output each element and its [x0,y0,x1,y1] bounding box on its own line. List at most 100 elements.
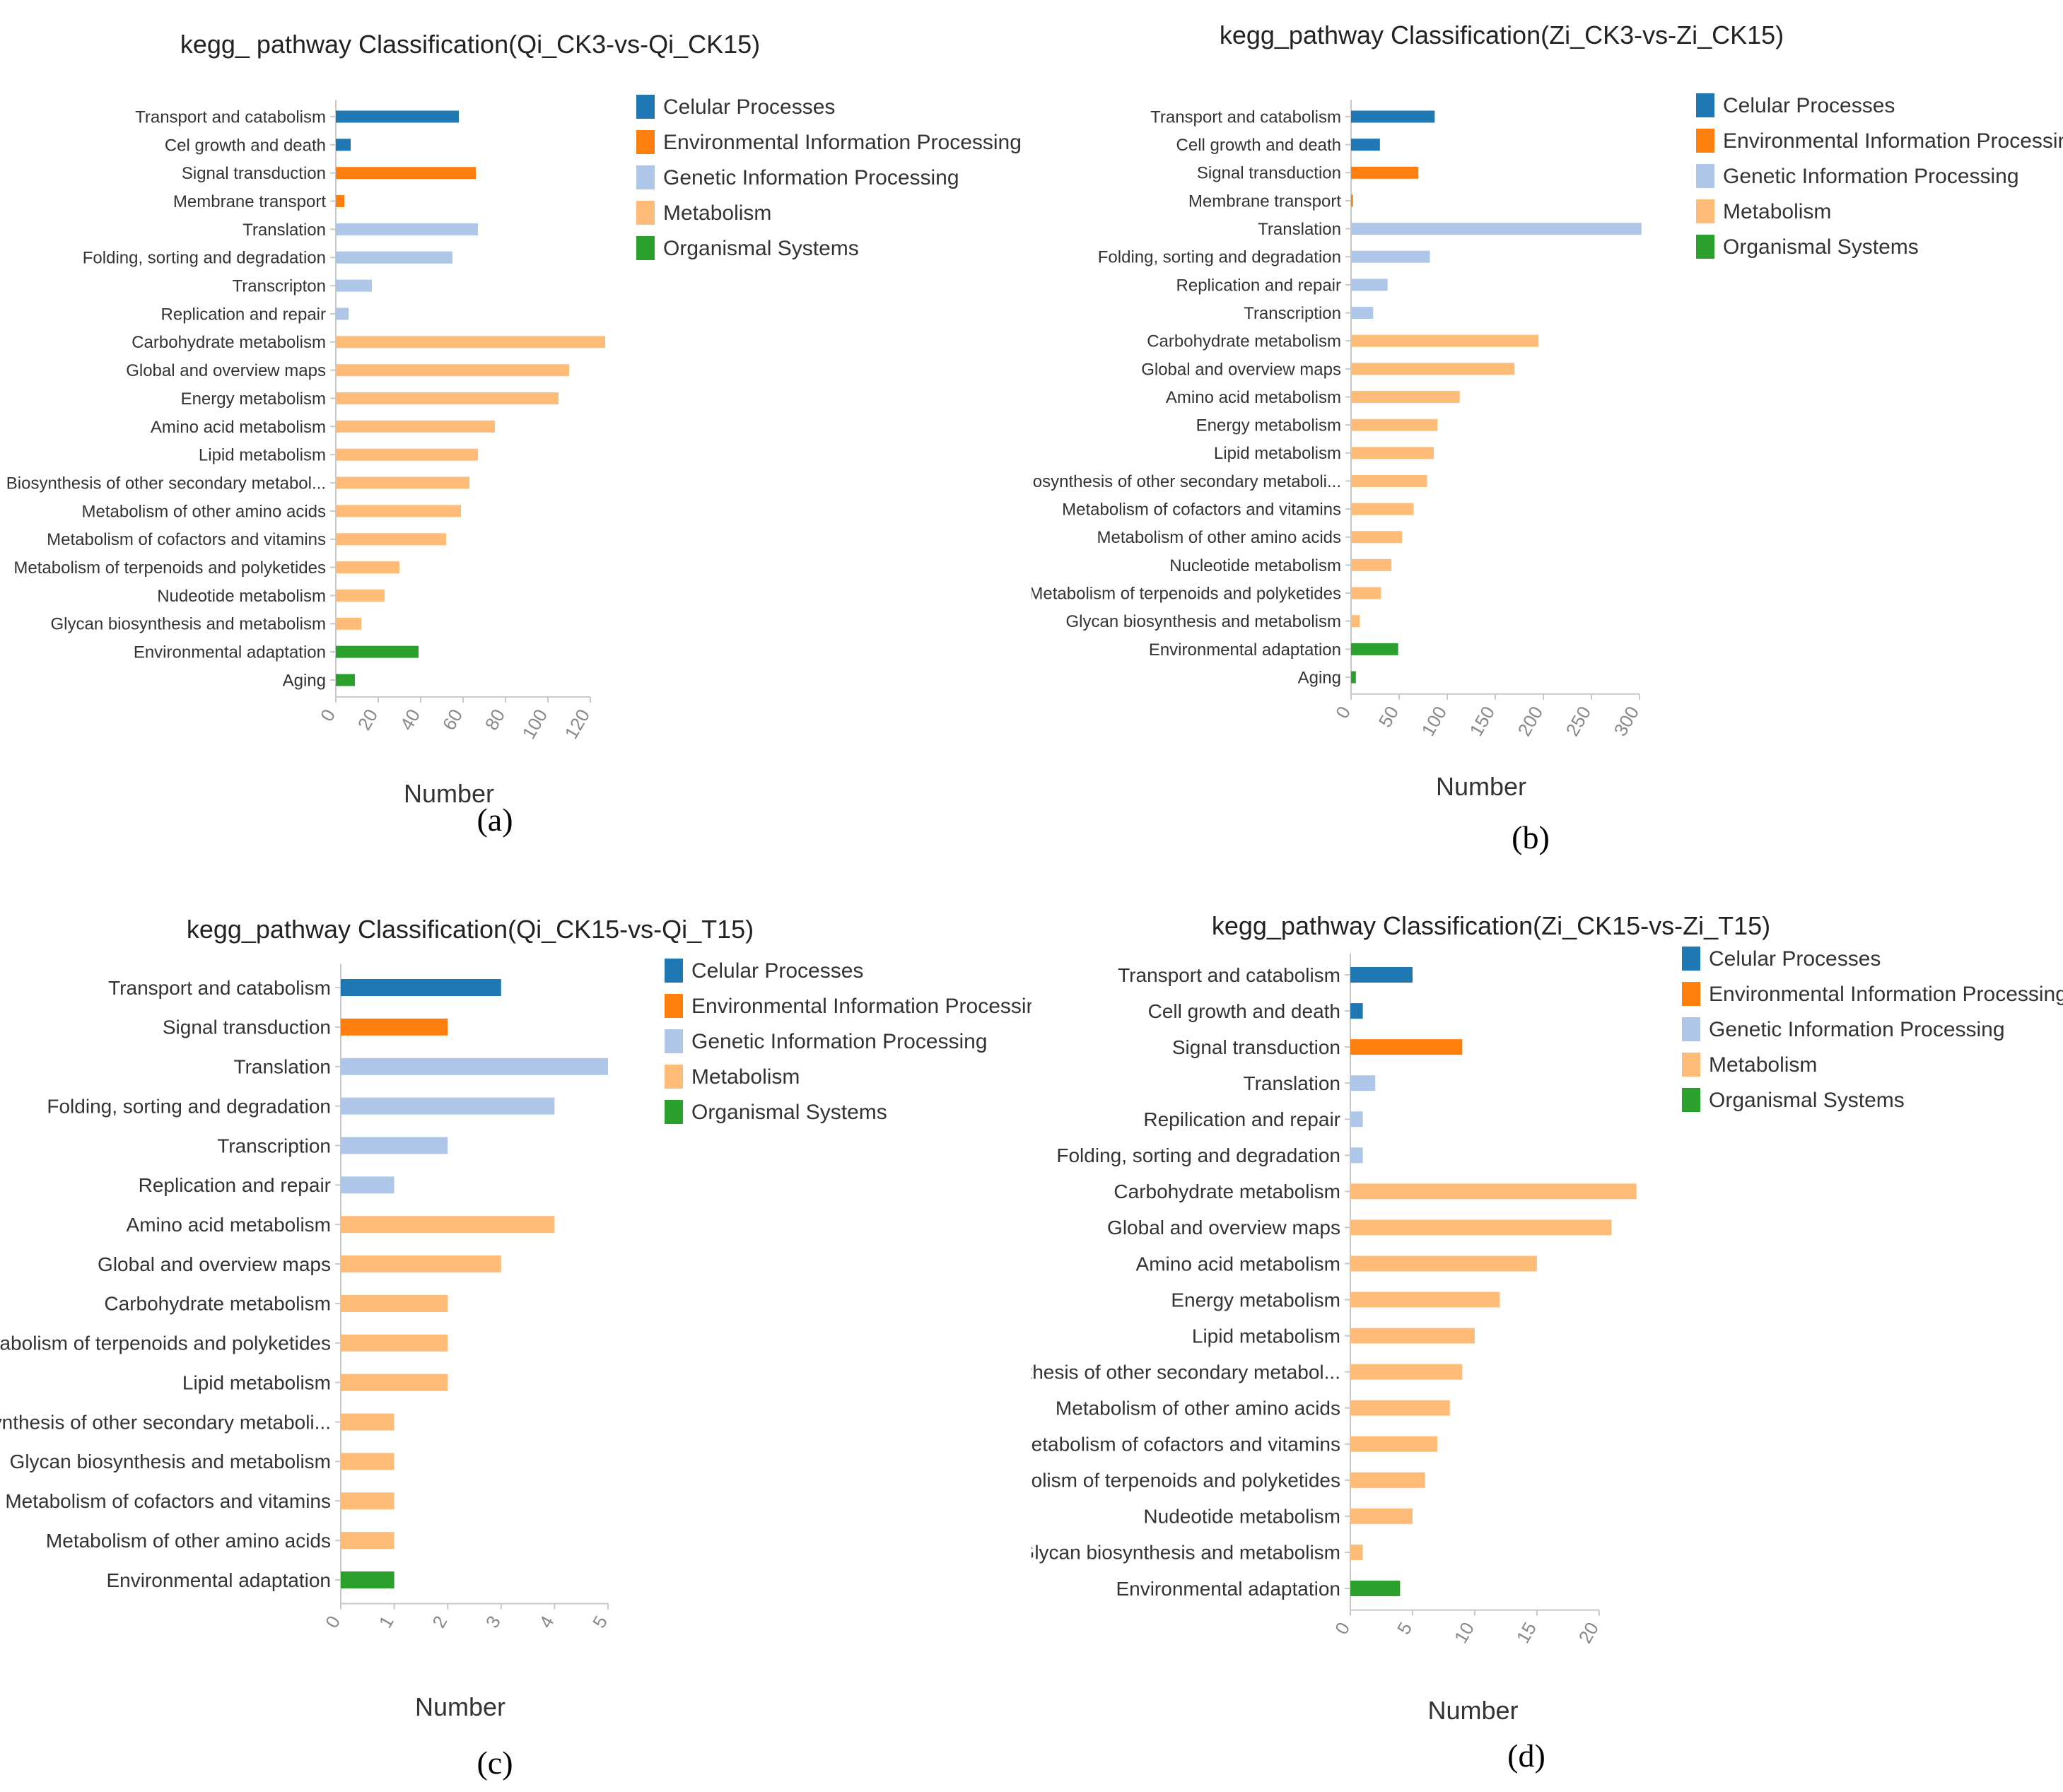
bar[interactable] [1350,1508,1413,1524]
legend-label[interactable]: Organismal Systems [691,1101,887,1124]
bar[interactable] [1350,1328,1475,1344]
bar[interactable] [341,1018,448,1036]
bar[interactable] [1351,418,1438,431]
legend-swatch[interactable] [1696,129,1714,153]
bar[interactable] [1350,1364,1463,1380]
bar[interactable] [1351,307,1374,320]
bar[interactable] [341,1097,555,1115]
bar[interactable] [1351,250,1430,263]
bar[interactable] [341,1492,395,1510]
bar[interactable] [1350,1075,1376,1091]
bar[interactable] [1351,643,1398,655]
legend-label[interactable]: Environmental Information Processing [1709,983,2063,1006]
bar[interactable] [341,1255,501,1273]
legend-label[interactable]: Celular Processes [1723,94,1895,117]
legend-swatch[interactable] [1682,1017,1700,1041]
legend-swatch[interactable] [1696,199,1714,223]
bar[interactable] [1351,166,1419,179]
bar[interactable] [1350,1003,1363,1019]
legend-swatch[interactable] [1682,1053,1700,1077]
legend-label[interactable]: Metabolism [663,201,771,225]
legend-swatch[interactable] [636,201,655,225]
bar[interactable] [336,223,478,235]
legend-label[interactable]: Environmental Information Processing [663,131,1022,154]
bar[interactable] [336,476,469,489]
bar[interactable] [336,336,605,349]
bar[interactable] [1351,139,1380,151]
bar[interactable] [1351,531,1403,544]
legend-swatch[interactable] [1696,235,1714,259]
bar[interactable] [341,1058,608,1075]
bar[interactable] [336,645,419,658]
bar[interactable] [1350,1292,1500,1308]
bar[interactable] [1350,1472,1425,1488]
legend-label[interactable]: Genetic Information Processing [1723,165,2019,188]
bar[interactable] [1350,1183,1637,1200]
legend-label[interactable]: Genetic Information Processing [663,166,959,189]
legend-label[interactable]: Celular Processes [691,959,863,983]
bar[interactable] [1351,474,1427,487]
legend-label[interactable]: Environmental Information Processing [1723,129,2063,153]
legend-swatch[interactable] [1682,1088,1700,1112]
bar[interactable] [341,1453,395,1470]
legend-label[interactable]: Metabolism [691,1065,800,1089]
legend-label[interactable]: Organismal Systems [663,237,859,260]
bar[interactable] [1351,363,1515,375]
bar[interactable] [1350,1255,1537,1272]
legend-swatch[interactable] [665,959,683,983]
bar[interactable] [336,251,452,264]
bar[interactable] [341,1137,448,1154]
legend-label[interactable]: Organismal Systems [1723,235,1919,259]
legend-swatch[interactable] [636,130,655,154]
bar[interactable] [336,195,344,208]
legend-swatch[interactable] [1682,982,1700,1006]
legend-swatch[interactable] [636,236,655,260]
legend-swatch[interactable] [665,1065,683,1089]
bar[interactable] [336,139,351,151]
bar[interactable] [1350,1544,1363,1560]
legend-swatch[interactable] [636,95,655,119]
bar[interactable] [341,1176,395,1194]
bar[interactable] [336,420,495,433]
legend-label[interactable]: Organismal Systems [1709,1089,1905,1112]
bar[interactable] [336,279,372,292]
bar[interactable] [1351,671,1356,684]
bar[interactable] [1350,1436,1438,1452]
legend-label[interactable]: Genetic Information Processing [1709,1018,2005,1041]
legend-swatch[interactable] [665,1029,683,1053]
bar[interactable] [1351,194,1353,207]
bar[interactable] [341,1216,555,1234]
bar[interactable] [336,364,569,377]
bar[interactable] [341,1374,448,1391]
legend-swatch[interactable] [636,165,655,189]
bar[interactable] [336,392,559,404]
bar[interactable] [1351,223,1642,235]
bar[interactable] [341,1532,395,1550]
bar[interactable] [1350,1581,1401,1596]
bar[interactable] [1351,503,1414,515]
bar[interactable] [336,533,446,546]
bar[interactable] [1350,1039,1463,1055]
bar[interactable] [1351,391,1460,403]
bar[interactable] [336,561,399,574]
bar[interactable] [1351,447,1434,459]
bar[interactable] [336,110,459,123]
bar[interactable] [341,1571,395,1588]
legend-label[interactable]: Celular Processes [1709,947,1881,971]
legend-swatch[interactable] [1682,947,1700,971]
bar[interactable] [1351,558,1392,571]
legend-swatch[interactable] [1696,164,1714,188]
bar[interactable] [1350,1219,1612,1236]
legend-swatch[interactable] [665,994,683,1018]
legend-label[interactable]: Environmental Information Processing [691,995,1032,1018]
bar[interactable] [1351,334,1539,347]
bar[interactable] [336,167,476,180]
bar[interactable] [341,1334,448,1352]
legend-swatch[interactable] [665,1100,683,1124]
bar[interactable] [1351,615,1360,628]
bar[interactable] [1350,967,1413,983]
bar[interactable] [336,674,355,686]
bar[interactable] [336,589,385,602]
bar[interactable] [1350,1147,1363,1164]
bar[interactable] [1351,110,1435,123]
